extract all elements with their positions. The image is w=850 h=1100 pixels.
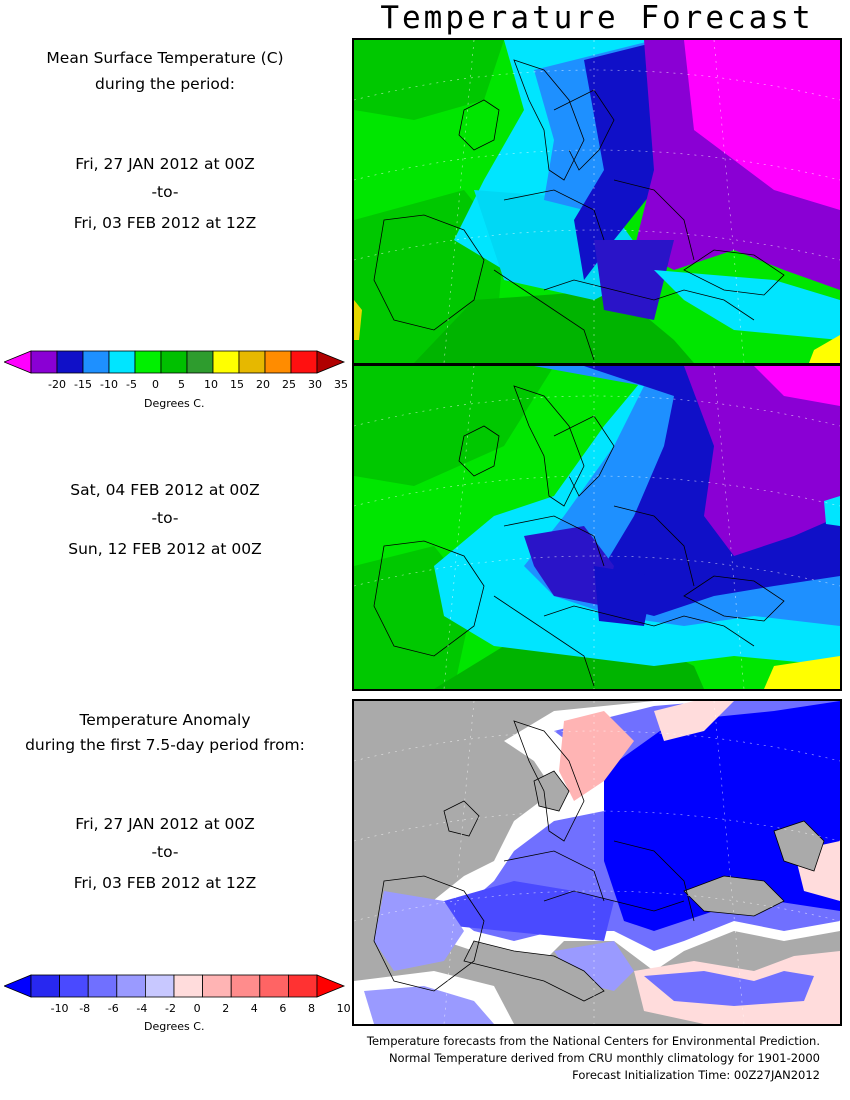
anomaly-colorbar: -10 -8 -6 -4 -2 0 2 4 6 8 10 Degrees C. — [2, 974, 351, 1036]
temp-colorbar-tick-label: 20 — [256, 378, 270, 391]
footer-init-time: Forecast Initialization Time: 00Z27JAN20… — [572, 1068, 820, 1082]
temp-colorbar-tick-label: 15 — [230, 378, 244, 391]
temp-colorbar-swatch — [82, 350, 110, 374]
footer-climatology: Normal Temperature derived from CRU mont… — [388, 1051, 820, 1065]
anom-colorbar-swatch — [59, 974, 89, 998]
panel1-to-label: -to- — [151, 183, 179, 201]
anom-colorbar-tick-label: 0 — [193, 1002, 201, 1015]
map-mean-temp-week2 — [352, 364, 842, 691]
temp-colorbar-swatch — [212, 350, 240, 374]
anom-colorbar-swatch — [230, 974, 261, 998]
anom-colorbar-swatch — [116, 974, 146, 998]
anom-colorbar-swatch — [202, 974, 232, 998]
anom-colorbar-swatch — [144, 974, 175, 998]
temp-colorbar-tick-label: 10 — [204, 378, 218, 391]
panel2-to-label: -to- — [151, 509, 179, 527]
map-temperature-anomaly — [352, 699, 842, 1026]
anom-colorbar-tick-label: 4 — [250, 1002, 258, 1015]
temp-colorbar-tick-label: -5 — [126, 378, 137, 391]
anom-colorbar-arrow-high — [316, 974, 346, 998]
panel2-from-date: Sat, 04 FEB 2012 at 00Z — [70, 481, 260, 499]
temp-colorbar-tick-label: -15 — [74, 378, 92, 391]
temp-colorbar-tick-label: -20 — [48, 378, 66, 391]
panel3-from-date: Fri, 27 JAN 2012 at 00Z — [75, 815, 255, 833]
anom-colorbar-tick-label: 10 — [336, 1002, 351, 1015]
anom-colorbar-tick-label: -8 — [79, 1002, 91, 1015]
temp-colorbar-tick-label: 0 — [152, 378, 159, 391]
anom-colorbar-tick-label: 2 — [222, 1002, 230, 1015]
temp-colorbar-swatch — [56, 350, 84, 374]
anom-colorbar-swatch — [30, 974, 61, 998]
page-title: Temperature Forecast — [380, 0, 814, 36]
panel2-until-date: Sun, 12 FEB 2012 at 00Z — [68, 540, 262, 558]
temp-colorbar-swatch — [160, 350, 188, 374]
anom-colorbar-tick-label: -10 — [50, 1002, 69, 1015]
temp-colorbar-swatch — [30, 350, 58, 374]
anom-colorbar-tick-label: 8 — [308, 1002, 315, 1015]
anom-colorbar-tick-label: 6 — [279, 1002, 287, 1015]
anomaly-colorbar-graphic — [2, 974, 346, 998]
footer-source: Temperature forecasts from the National … — [366, 1034, 820, 1048]
panel3-heading-line2: during the first 7.5-day period from: — [25, 736, 305, 754]
temperature-colorbar: -20 -15 -10 -5 0 5 10 15 20 25 30 35 Degrees C. — [2, 350, 349, 412]
anom-colorbar-swatch — [287, 974, 318, 998]
temperature-colorbar-unit: Degrees C. — [144, 397, 205, 410]
panel3-to-label: -to- — [151, 843, 179, 861]
panel1-until-date: Fri, 03 FEB 2012 at 12Z — [73, 214, 257, 232]
temp-colorbar-swatch — [134, 350, 162, 374]
anom-colorbar-arrow-low — [2, 974, 32, 998]
temp-colorbar-arrow-low — [2, 350, 32, 374]
temp-colorbar-arrow-high — [316, 350, 346, 374]
anom-colorbar-tick-label: -2 — [165, 1002, 176, 1015]
map-mean-temp-week1 — [352, 38, 842, 365]
temp-colorbar-tick-label: -10 — [100, 378, 118, 391]
temp-colorbar-swatch — [238, 350, 266, 374]
panel1-heading-line1: Mean Surface Temperature (C) — [46, 49, 284, 67]
anom-colorbar-swatch — [259, 974, 289, 998]
temp-colorbar-tick-label: 25 — [282, 378, 296, 391]
temp-colorbar-tick-label: 35 — [334, 378, 348, 391]
anom-colorbar-swatch — [173, 974, 204, 998]
anom-colorbar-swatch — [87, 974, 118, 998]
panel1-heading-line2: during the period: — [95, 75, 235, 93]
anom-colorbar-tick-label: -6 — [107, 1002, 119, 1015]
temperature-colorbar-graphic — [2, 350, 346, 374]
temp-colorbar-swatch — [186, 350, 214, 374]
anom-colorbar-tick-label: -4 — [136, 1002, 148, 1015]
panel1-from-date: Fri, 27 JAN 2012 at 00Z — [75, 155, 255, 173]
temp-colorbar-tick-label: 30 — [308, 378, 322, 391]
panel3-until-date: Fri, 03 FEB 2012 at 12Z — [73, 874, 257, 892]
temp-colorbar-swatch — [264, 350, 292, 374]
temp-colorbar-swatch — [290, 350, 318, 374]
anomaly-colorbar-unit: Degrees C. — [144, 1020, 205, 1033]
temp-colorbar-tick-label: 5 — [178, 378, 185, 391]
temp-colorbar-swatch — [108, 350, 136, 374]
panel3-heading-line1: Temperature Anomaly — [79, 711, 251, 729]
